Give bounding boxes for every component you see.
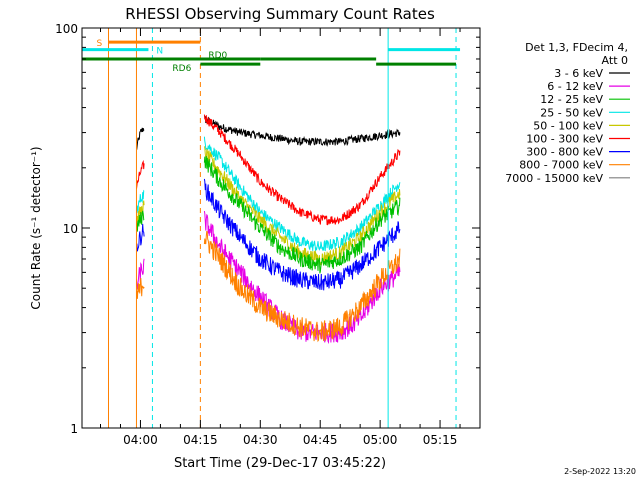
legend-entry-label: 25 - 50 keV [540, 106, 603, 119]
series-line-3-6-kev [136, 115, 401, 150]
legend-header-line-2: Att 0 [602, 54, 628, 67]
series-line-12-25-kev [136, 155, 401, 274]
y-axis-label: Count Rate (s⁻¹ detector⁻¹) [29, 146, 43, 309]
status-label-rd0: RD0 [208, 51, 227, 61]
status-label-rd6: RD6 [172, 64, 191, 74]
x-tick-label: 05:15 [423, 433, 458, 447]
legend-header-line-1: Det 1,3, FDecim 4, [525, 41, 628, 54]
legend-entry-label: 50 - 100 keV [533, 119, 603, 132]
chart-title: RHESSI Observing Summary Count Rates [125, 5, 435, 23]
footer-timestamp: 2-Sep-2022 13:20 [564, 467, 636, 476]
legend-entry-label: 3 - 6 keV [554, 67, 603, 80]
x-tick-label: 05:00 [363, 433, 398, 447]
x-tick-label: 04:15 [183, 433, 218, 447]
legend-entry-label: 300 - 800 keV [526, 146, 603, 159]
y-tick-label: 1 [70, 422, 78, 436]
plot-area [82, 28, 461, 428]
series-line-25-50-kev [136, 136, 401, 252]
legend-entry-label: 12 - 25 keV [540, 93, 603, 106]
status-label-s: S [97, 39, 103, 49]
x-tick-label: 04:30 [243, 433, 278, 447]
y-tick-label: 100 [55, 22, 78, 36]
legend-entry-label: 7000 - 15000 keV [505, 172, 603, 185]
y-tick-label: 10 [63, 222, 78, 236]
legend-entry-label: 100 - 300 keV [526, 133, 603, 146]
series-line-100-300-kev [136, 114, 401, 226]
x-axis-label: Start Time (29-Dec-17 03:45:22) [174, 456, 386, 471]
series-line-300-800-kev [136, 178, 401, 291]
x-tick-label: 04:00 [123, 433, 158, 447]
x-tick-label: 04:45 [303, 433, 338, 447]
legend-entry-label: 6 - 12 keV [547, 80, 603, 93]
series-line-800-7000-kev [136, 230, 401, 343]
status-label-n: N [156, 47, 163, 57]
legend-entry-label: 800 - 7000 keV [519, 159, 603, 172]
